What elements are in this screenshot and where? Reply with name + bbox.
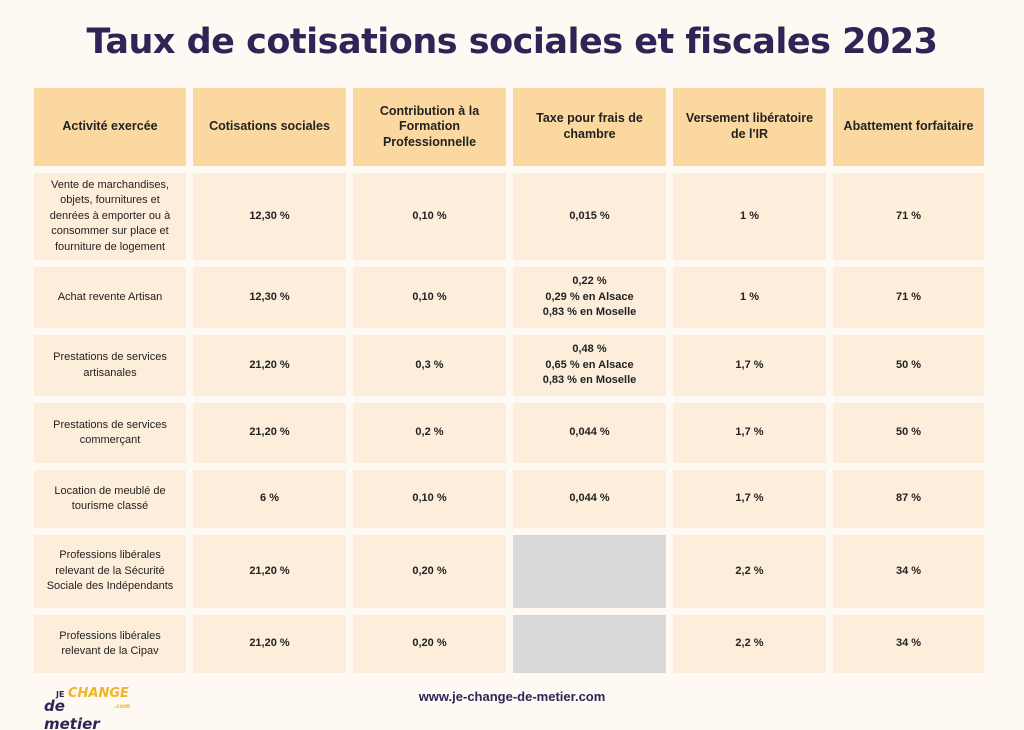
cell-taxe-chambre: 0,044 %: [513, 470, 666, 528]
cell-abattement: 71 %: [833, 267, 984, 328]
taxe-line: 0,015 %: [569, 209, 610, 222]
cell-taxe-chambre: [513, 535, 666, 608]
cell-activite: Professions libérales relevant de la Cip…: [34, 615, 186, 673]
taxe-line: 0,83 % en Moselle: [542, 306, 637, 319]
taxe-line: 0,83 % en Moselle: [542, 374, 637, 387]
table-row: Professions libérales relevant de la Cip…: [34, 615, 984, 673]
cell-cotisations: 6 %: [193, 470, 346, 528]
cell-cotisations: 12,30 %: [193, 173, 346, 260]
cell-abattement: 34 %: [833, 535, 984, 608]
cell-cotisations: 21,20 %: [193, 535, 346, 608]
table-header-row: Activité exercée Cotisations sociales Co…: [34, 88, 984, 166]
cell-activite: Location de meublé de tourisme classé: [34, 470, 186, 528]
cell-activite: Achat revente Artisan: [34, 267, 186, 328]
cell-taxe-chambre: 0,48 % 0,65 % en Alsace 0,83 % en Moselle: [513, 335, 666, 396]
cell-formation: 0,10 %: [353, 267, 506, 328]
table-row: Prestations de services commerçant 21,20 …: [34, 403, 984, 463]
cell-abattement: 50 %: [833, 335, 984, 396]
logo-de-metier: de metier: [44, 697, 100, 730]
logo-com: .com: [114, 703, 131, 710]
header-formation: Contribution à la Formation Professionne…: [353, 88, 506, 166]
brand-logo: JE CHANGE de metier .com: [42, 686, 130, 730]
cell-cotisations: 21,20 %: [193, 615, 346, 673]
header-abattement: Abattement forfaitaire: [833, 88, 984, 166]
logo-je: JE: [56, 690, 65, 699]
taxe-line: 0,65 % en Alsace: [545, 358, 634, 371]
cell-formation: 0,2 %: [353, 403, 506, 463]
rates-table: Activité exercée Cotisations sociales Co…: [27, 81, 991, 680]
cell-formation: 0,3 %: [353, 335, 506, 396]
cell-versement: 1,7 %: [673, 470, 826, 528]
footer-website-link[interactable]: www.je-change-de-metier.com: [418, 689, 606, 704]
table-row: Vente de marchandises, objets, fournitur…: [34, 173, 984, 260]
cell-versement: 1,7 %: [673, 403, 826, 463]
header-cotisations: Cotisations sociales: [193, 88, 346, 166]
page-title: Taux de cotisations sociales et fiscales…: [86, 22, 938, 62]
taxe-line: 0,044 %: [569, 492, 610, 505]
taxe-line: 0,48 %: [572, 342, 607, 355]
cell-taxe-chambre: 0,044 %: [513, 403, 666, 463]
cell-activite: Prestations de services commerçant: [34, 403, 186, 463]
cell-versement: 1 %: [673, 267, 826, 328]
cell-activite: Professions libérales relevant de la Séc…: [34, 535, 186, 608]
taxe-line: 0,29 % en Alsace: [545, 290, 634, 303]
taxe-line: 0,22 %: [572, 274, 607, 287]
cell-formation: 0,10 %: [353, 470, 506, 528]
header-taxe-chambre: Taxe pour frais de chambre: [513, 88, 666, 166]
table-row: Professions libérales relevant de la Séc…: [34, 535, 984, 608]
cell-activite: Prestations de services artisanales: [34, 335, 186, 396]
cell-formation: 0,10 %: [353, 173, 506, 260]
cell-formation: 0,20 %: [353, 535, 506, 608]
cell-formation: 0,20 %: [353, 615, 506, 673]
cell-abattement: 50 %: [833, 403, 984, 463]
table-row: Location de meublé de tourisme classé 6 %…: [34, 470, 984, 528]
cell-taxe-chambre: 0,22 % 0,29 % en Alsace 0,83 % en Moselle: [513, 267, 666, 328]
cell-abattement: 87 %: [833, 470, 984, 528]
table-row: Achat revente Artisan 12,30 % 0,10 % 0,22 %…: [34, 267, 984, 328]
logo-change: CHANGE: [68, 686, 129, 701]
cell-activite: Vente de marchandises, objets, fournitur…: [34, 173, 186, 260]
cell-versement: 1 %: [673, 173, 826, 260]
header-versement: Versement libératoire de l'IR: [673, 88, 826, 166]
cell-versement: 1,7 %: [673, 335, 826, 396]
taxe-line: 0,044 %: [569, 426, 610, 439]
cell-versement: 2,2 %: [673, 535, 826, 608]
cell-cotisations: 21,20 %: [193, 403, 346, 463]
cell-abattement: 34 %: [833, 615, 984, 673]
table-row: Prestations de services artisanales 21,20…: [34, 335, 984, 396]
table-body: Vente de marchandises, objets, fournitur…: [34, 173, 984, 673]
cell-taxe-chambre: 0,015 %: [513, 173, 666, 260]
cell-taxe-chambre: [513, 615, 666, 673]
cell-abattement: 71 %: [833, 173, 984, 260]
cell-cotisations: 12,30 %: [193, 267, 346, 328]
header-activite: Activité exercée: [34, 88, 186, 166]
cell-cotisations: 21,20 %: [193, 335, 346, 396]
cell-versement: 2,2 %: [673, 615, 826, 673]
